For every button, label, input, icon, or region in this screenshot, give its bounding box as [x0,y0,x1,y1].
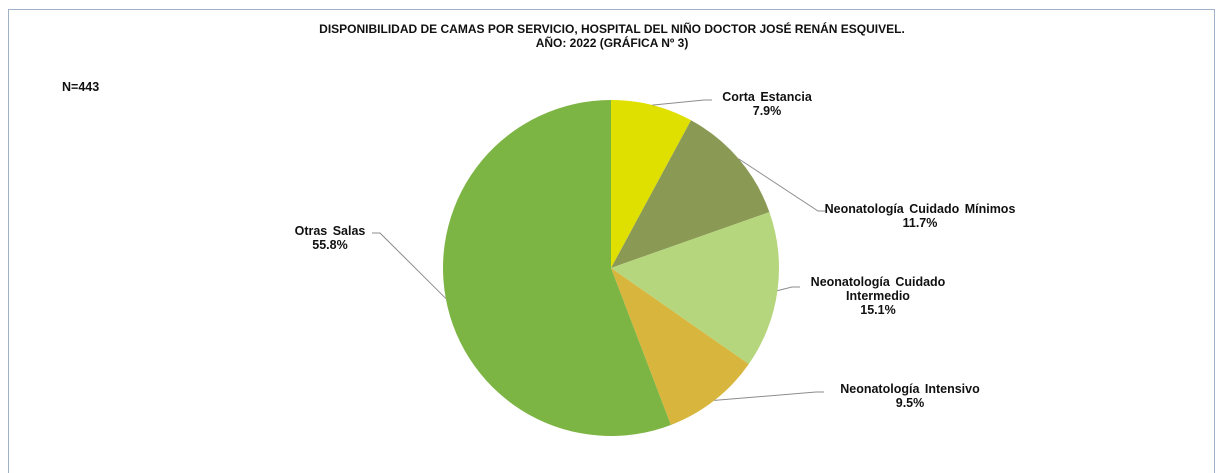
slice-value-label: 11.7% [902,216,938,230]
leader-line [738,158,826,212]
slice-label: Neonatología Cuidado Mínimos [824,202,1016,216]
slice-label: Otras Salas [294,224,366,238]
slice-value-label: 15.1% [860,303,896,317]
slice-value-label: 7.9% [752,104,782,118]
leader-line [714,391,824,401]
slice-label: Neonatología Cuidado Intermedio [810,275,946,303]
chart-subtitle: AÑO: 2022 (GRÁFICA Nº 3) [535,36,689,50]
leader-line [652,99,712,106]
pie-slice [442,100,671,436]
slice-label: Neonatología Intensivo [840,382,980,396]
pie-slice [611,212,780,365]
pie-slice [611,120,770,268]
slice-value-label: 55.8% [312,238,348,252]
chart-title: DISPONIBILIDAD DE CAMAS POR SERVICIO, HO… [319,22,905,36]
annotation: N=443 [62,80,100,94]
pie-slice [611,100,692,268]
leader-line [372,232,447,299]
slice-value-label: 9.5% [895,396,925,410]
slice-label: Corta Estancia [722,90,812,104]
leader-line [777,286,800,292]
pie-slice [611,268,749,425]
chart-frame [8,9,1215,473]
